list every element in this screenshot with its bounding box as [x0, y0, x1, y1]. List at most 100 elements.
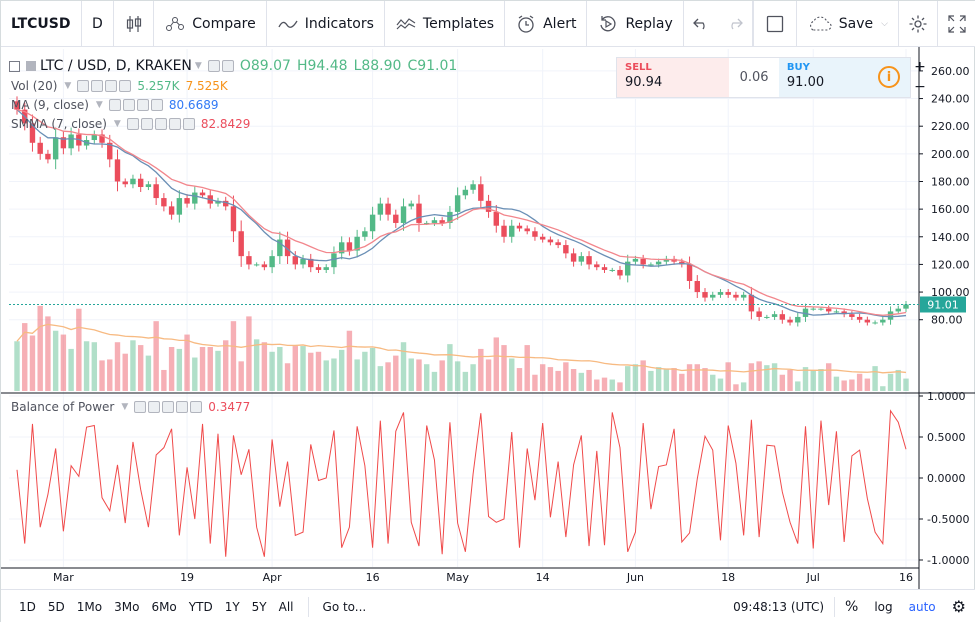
volume-bar [509, 358, 515, 391]
candle-body [795, 316, 801, 323]
candle-body [864, 319, 871, 323]
volume-bar [22, 323, 28, 391]
volume-ma-line [16, 323, 907, 374]
gear-icon[interactable] [221, 60, 234, 72]
interval-label: D [91, 15, 103, 32]
candle-body [284, 239, 291, 257]
candle-body [694, 281, 700, 293]
candle-body [493, 211, 499, 226]
volume-bar [354, 359, 360, 391]
legend-buttons[interactable] [207, 60, 234, 72]
last-price-tag [920, 296, 966, 313]
ma-legend-buttons[interactable] [108, 99, 163, 111]
volume-bar [424, 364, 430, 391]
range-button-3mo[interactable]: 3Mo [114, 599, 140, 614]
templates-button[interactable]: Templates [385, 0, 506, 47]
volume-bar [694, 364, 700, 391]
auto-toggle[interactable]: auto [908, 599, 936, 614]
volume-bar [37, 305, 43, 391]
volume-bar [779, 374, 786, 391]
candle-body [640, 258, 646, 265]
volume-bar [663, 369, 670, 391]
range-button-1y[interactable]: 1Y [224, 599, 240, 614]
square-icon [764, 13, 786, 35]
volume-bar [400, 342, 407, 391]
percent-toggle[interactable]: % [845, 598, 859, 615]
candle-body [346, 242, 353, 251]
goto-button[interactable]: Go to... [322, 599, 367, 614]
compare-button[interactable]: Compare [154, 0, 267, 47]
volume-bar [408, 358, 414, 391]
symbol-title: LTC / USD, D, KRAKEN [40, 58, 192, 74]
candle-body [617, 269, 623, 276]
range-button-ytd[interactable]: YTD [188, 599, 213, 614]
candle-body [578, 256, 585, 262]
range-button-6mo[interactable]: 6Mo [151, 599, 177, 614]
candle-body [524, 228, 530, 232]
gear-icon[interactable]: ⚙ [951, 597, 966, 616]
price-tick-label: 240.00 [931, 93, 970, 106]
price-tick-label: 80.00 [931, 314, 963, 327]
fullscreen-button[interactable] [938, 1, 975, 47]
chevron-down-icon[interactable]: ▼ [64, 81, 72, 91]
volume-bar [253, 339, 260, 391]
range-button-5y[interactable]: 5Y [251, 599, 267, 614]
smma-value: 82.8429 [200, 117, 251, 131]
settings-button[interactable] [899, 0, 938, 47]
range-button-1d[interactable]: 1D [19, 599, 36, 614]
zoom-out-button[interactable]: − [914, 79, 926, 95]
bop-legend-buttons[interactable] [134, 401, 203, 413]
save-button[interactable]: Save ⌵ [797, 0, 899, 47]
buy-button[interactable]: BUY 91.00 i [778, 58, 911, 97]
volume-bar [810, 369, 816, 391]
undo-button[interactable] [684, 1, 718, 47]
range-button-5d[interactable]: 5D [47, 599, 65, 614]
ma-line [16, 109, 907, 318]
smma-legend-buttons[interactable] [126, 118, 195, 130]
candle-body [354, 236, 360, 251]
range-button-all[interactable]: All [278, 599, 294, 614]
range-button-1mo[interactable]: 1Mo [76, 599, 103, 614]
chevron-down-icon[interactable]: ▼ [121, 402, 129, 412]
zoom-controls: + − [912, 57, 928, 97]
chevron-down-icon[interactable]: ▼ [194, 61, 202, 71]
volume-bar [60, 334, 67, 391]
candle-body [710, 294, 716, 298]
candle-body [601, 267, 608, 270]
divider [834, 596, 836, 617]
zoom-in-button[interactable]: + [914, 59, 926, 75]
replay-button[interactable]: Replay [587, 0, 684, 47]
chart-type-button[interactable] [114, 0, 155, 47]
time-tick-label: Jul [806, 571, 820, 584]
ma-legend: MA (9, close) ▼ 80.6689 [11, 98, 218, 112]
candle-body [825, 308, 832, 312]
volume-bar [416, 359, 422, 391]
sell-button[interactable]: SELL 90.94 [617, 58, 730, 97]
clock-text[interactable]: 09:48:13 (UTC) [733, 599, 825, 614]
volume-bar [516, 368, 523, 391]
bop-tick-label: 0.5000 [927, 431, 966, 444]
volume-bar [679, 373, 685, 391]
candle-body [748, 294, 755, 312]
candle-body [199, 192, 206, 196]
symbol-search-button[interactable]: LTCUSD [1, 0, 82, 47]
info-icon[interactable]: i [878, 66, 901, 88]
alert-button[interactable]: Alert [505, 0, 588, 47]
collapse-icon[interactable] [9, 60, 20, 72]
redo-button[interactable] [718, 0, 753, 47]
templates-icon [395, 13, 417, 35]
ma-value: 80.6689 [168, 98, 219, 112]
interval-button[interactable]: D [82, 0, 115, 47]
volume-bar [740, 382, 747, 391]
candle-body [408, 203, 414, 207]
volume-bar [833, 376, 840, 391]
log-toggle[interactable]: log [874, 599, 893, 614]
fullscreen-toggle-button[interactable] [752, 0, 797, 47]
chevron-down-icon[interactable]: ▼ [113, 119, 121, 129]
range-buttons: 1D 5D 1Mo 3Mo 6Mo YTD 1Y 5Y All [13, 600, 300, 614]
volume-bar [238, 361, 244, 391]
chevron-down-icon[interactable]: ▼ [95, 100, 103, 110]
indicators-button[interactable]: Indicators [267, 0, 385, 47]
volume-legend-buttons[interactable] [77, 80, 132, 92]
eye-icon[interactable] [207, 60, 220, 72]
